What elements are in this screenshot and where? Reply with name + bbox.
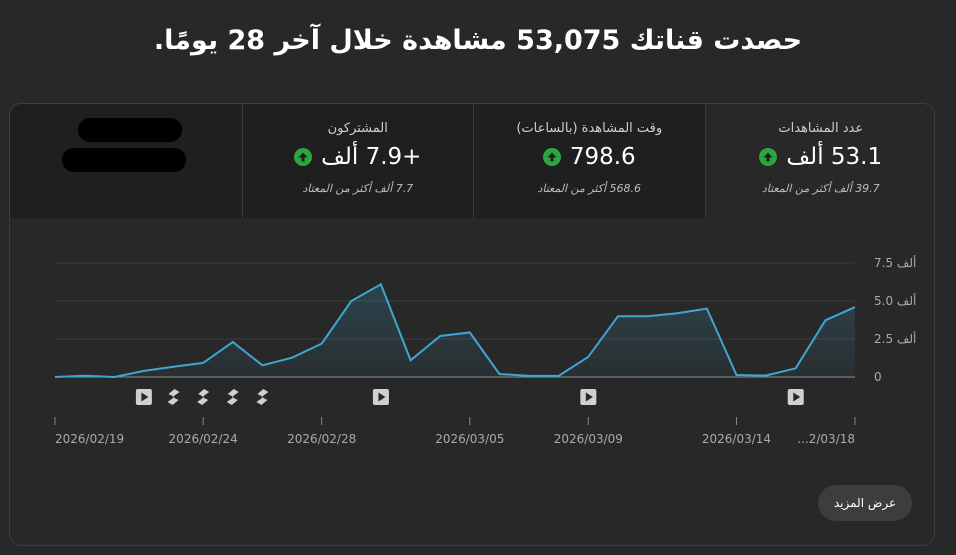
short-upload-icon[interactable]: [226, 389, 239, 405]
views-area: [55, 284, 855, 377]
short-upload-icon[interactable]: [256, 389, 269, 405]
metric-tab-subscribers[interactable]: المشتركون +7.9 ألف 7.7 ألف أكثر من المعت…: [241, 104, 473, 218]
video-upload-icon[interactable]: [372, 389, 389, 405]
video-upload-icon[interactable]: [135, 389, 152, 405]
views-line: [54, 282, 856, 379]
metric-label: المشتركون: [327, 121, 388, 136]
metric-tabs: عدد المشاهدات 53.1 ألف 39.7 ألف أكثر من …: [10, 104, 934, 218]
short-upload-icon[interactable]: [167, 389, 180, 405]
x-tick-label: 2026/03/14: [702, 432, 771, 446]
x-tick-label: 2026/03/09: [554, 432, 623, 446]
short-upload-icon[interactable]: [197, 389, 210, 405]
metric-label: عدد المشاهدات: [778, 121, 864, 136]
show-more-button[interactable]: عرض المزيد: [818, 485, 912, 521]
metric-value: +7.9 ألف: [321, 144, 422, 170]
page-headline: حصدت قناتك 53,075 مشاهدة خلال آخر 28 يوم…: [153, 25, 803, 56]
metric-value: 53.1 ألف: [786, 144, 883, 170]
y-tick-label: 5.0 ألف: [874, 293, 916, 308]
metric-tab-views[interactable]: عدد المشاهدات 53.1 ألف 39.7 ألف أكثر من …: [704, 104, 934, 218]
metric-comparison: 7.7 ألف أكثر من المعتاد: [302, 182, 414, 195]
analytics-card: عدد المشاهدات 53.1 ألف 39.7 ألف أكثر من …: [9, 103, 935, 546]
views-chart: 0 2.5 ألف 5.0 ألف 7.5 ألف 2026/02/19 2026/02…: [54, 255, 916, 446]
video-upload-icon[interactable]: [580, 389, 597, 405]
y-tick-label: 2.5 ألف: [874, 331, 916, 346]
x-tick-label: ...2/03/18: [797, 432, 855, 446]
y-tick-label: 0: [874, 370, 882, 384]
redacted-panel: [10, 104, 242, 218]
x-tick-label: 2026/02/28: [287, 432, 356, 446]
arrow-up-icon: [759, 148, 778, 166]
metric-label: وقت المشاهدة (بالساعات): [516, 121, 663, 136]
redaction-bar: [78, 118, 182, 142]
arrow-up-icon: [542, 148, 561, 166]
x-tick-label: 2026/03/05: [435, 432, 504, 446]
metric-tab-watch-time[interactable]: وقت المشاهدة (بالساعات) 798.6 568.6 أكثر…: [473, 104, 705, 218]
video-upload-icon[interactable]: [787, 389, 804, 405]
x-tick-label: 2026/02/19: [55, 432, 124, 446]
x-tick-label: 2026/02/24: [169, 432, 238, 446]
metric-value: 798.6: [569, 144, 636, 170]
y-tick-label: 7.5 ألف: [874, 255, 916, 270]
redaction-bar: [62, 148, 186, 172]
arrow-up-icon: [294, 148, 313, 166]
metric-comparison: 39.7 ألف أكثر من المعتاد: [761, 182, 880, 195]
metric-comparison: 568.6 أكثر من المعتاد: [537, 182, 642, 195]
